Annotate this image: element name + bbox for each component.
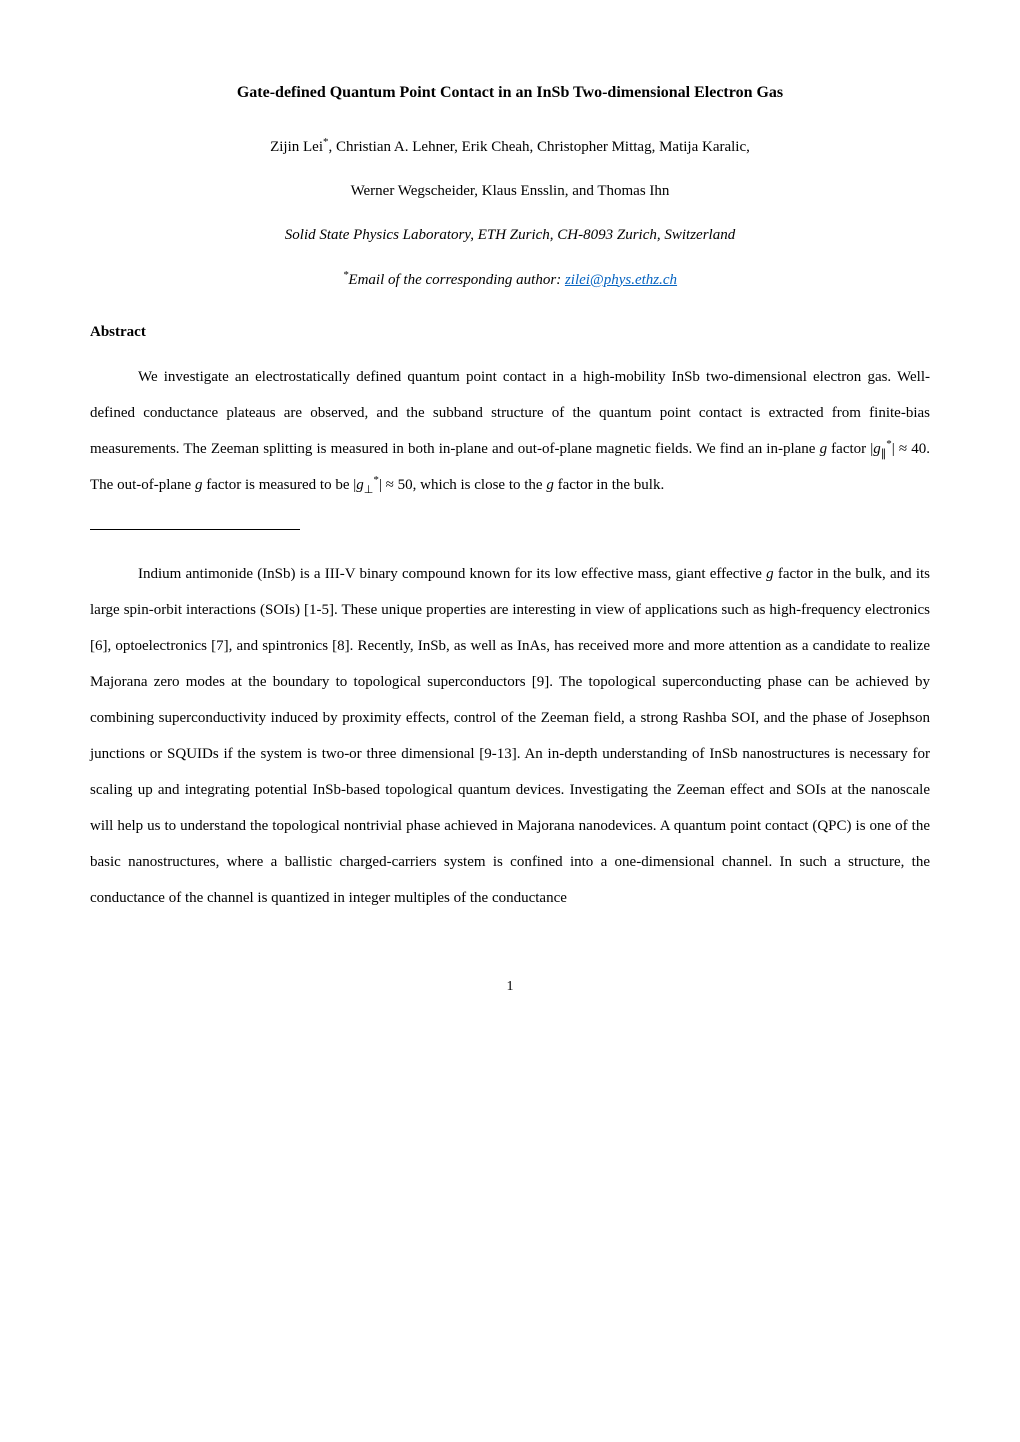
abstract-paragraph: We investigate an electrostatically defi… [90, 359, 930, 504]
section-separator [90, 529, 300, 530]
corresponding-author-line: *Email of the corresponding author: zile… [90, 267, 930, 292]
body-paragraph-1: Indium antimonide (InSb) is a III-V bina… [90, 556, 930, 916]
page-number: 1 [90, 976, 930, 998]
authors-line-1: Zijin Lei*, Christian A. Lehner, Erik Ch… [90, 134, 930, 159]
body-text-a: Indium antimonide (InSb) is a III-V bina… [138, 566, 766, 582]
g-perp-symbol: g [356, 477, 364, 493]
g-parallel-symbol: g [873, 441, 881, 457]
abstract-heading: Abstract [90, 320, 930, 344]
body-text-b: factor in the bulk, and its large spin-o… [90, 566, 930, 906]
authors-line-2: Werner Wegscheider, Klaus Ensslin, and T… [90, 179, 930, 203]
abstract-text-f: factor in the bulk. [554, 477, 664, 493]
paper-title: Gate-defined Quantum Point Contact in an… [90, 80, 930, 106]
g-factor-symbol: g [820, 441, 828, 457]
authors-rest: , Christian A. Lehner, Erik Cheah, Chris… [329, 139, 750, 155]
abstract-text-d: factor is measured to be [202, 477, 353, 493]
author-name: Zijin Lei [270, 139, 323, 155]
corresponding-email-link[interactable]: zilei@phys.ethz.ch [565, 272, 677, 288]
g-factor-symbol-body: g [766, 566, 774, 582]
g-factor-symbol-3: g [546, 477, 554, 493]
abstract-text-e: ≈ 50, which is close to the [382, 477, 546, 493]
abstract-text-a: We investigate an electrostatically defi… [90, 369, 930, 457]
affiliation-line: Solid State Physics Laboratory, ETH Zuri… [90, 223, 930, 247]
corresponding-prefix: Email of the corresponding author: [348, 272, 565, 288]
perp-subscript: ⊥ [364, 484, 374, 496]
affiliation-text: Solid State Physics Laboratory, ETH Zuri… [285, 227, 735, 243]
abstract-text-b: factor [827, 441, 870, 457]
